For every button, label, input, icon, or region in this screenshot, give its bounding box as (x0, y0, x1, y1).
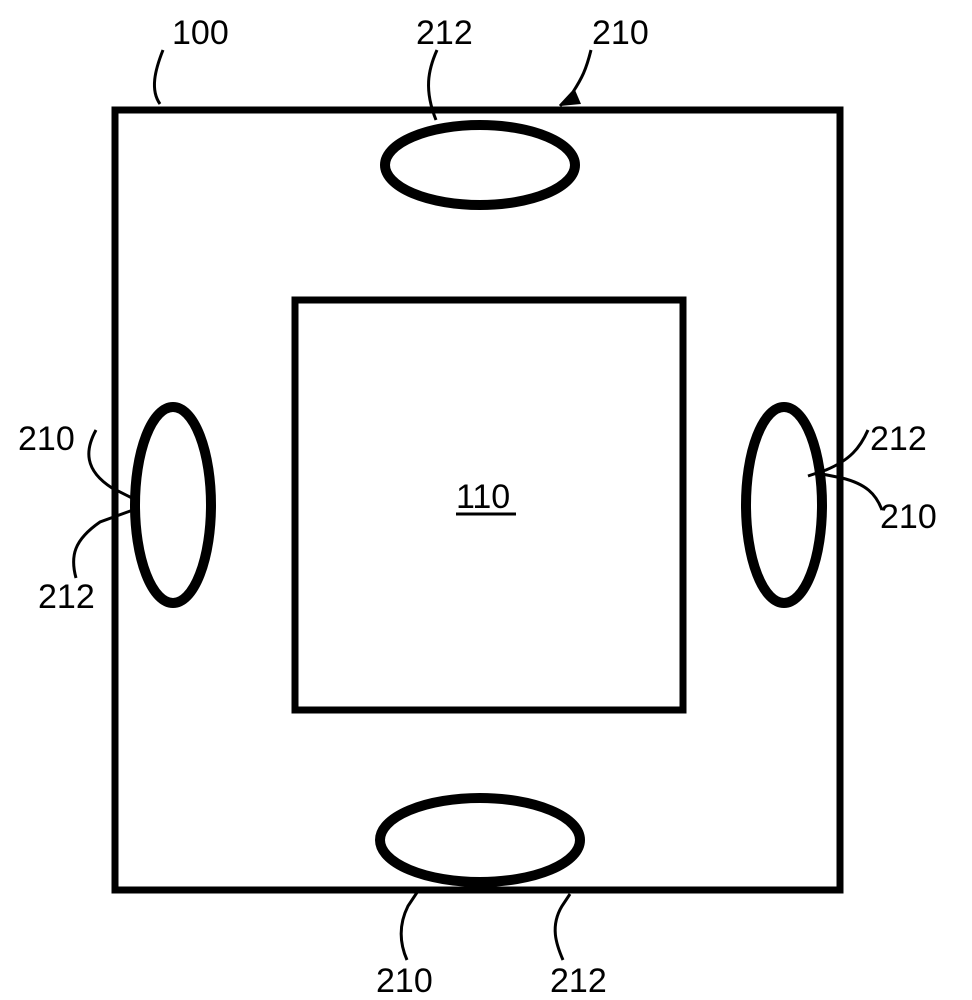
leader-line-4 (74, 510, 133, 578)
ellipse-left (135, 407, 211, 603)
label-212-bottom: 212 (550, 962, 607, 1000)
label-212-top: 212 (416, 14, 473, 52)
label-100: 100 (172, 14, 229, 52)
ellipse-bottom (380, 798, 580, 882)
patent-figure-diagram: 110 100 212 210 210 212 212 210 210 212 (0, 0, 972, 1000)
label-210-left: 210 (18, 420, 75, 458)
ellipse-right (746, 407, 822, 603)
leader-line-8 (555, 894, 570, 960)
label-110: 110 (456, 478, 510, 516)
leader-line-3 (89, 430, 132, 498)
leader-line-0 (154, 50, 163, 104)
label-212-left: 212 (38, 578, 95, 616)
label-212-right: 212 (870, 420, 927, 458)
label-210-top: 210 (592, 14, 649, 52)
arrowhead-210-top (560, 90, 581, 106)
label-210-bottom: 210 (376, 962, 433, 1000)
ellipse-top (385, 125, 575, 205)
leader-line-6 (822, 474, 882, 510)
label-210-right: 210 (880, 498, 937, 536)
leader-line-7 (401, 888, 420, 960)
